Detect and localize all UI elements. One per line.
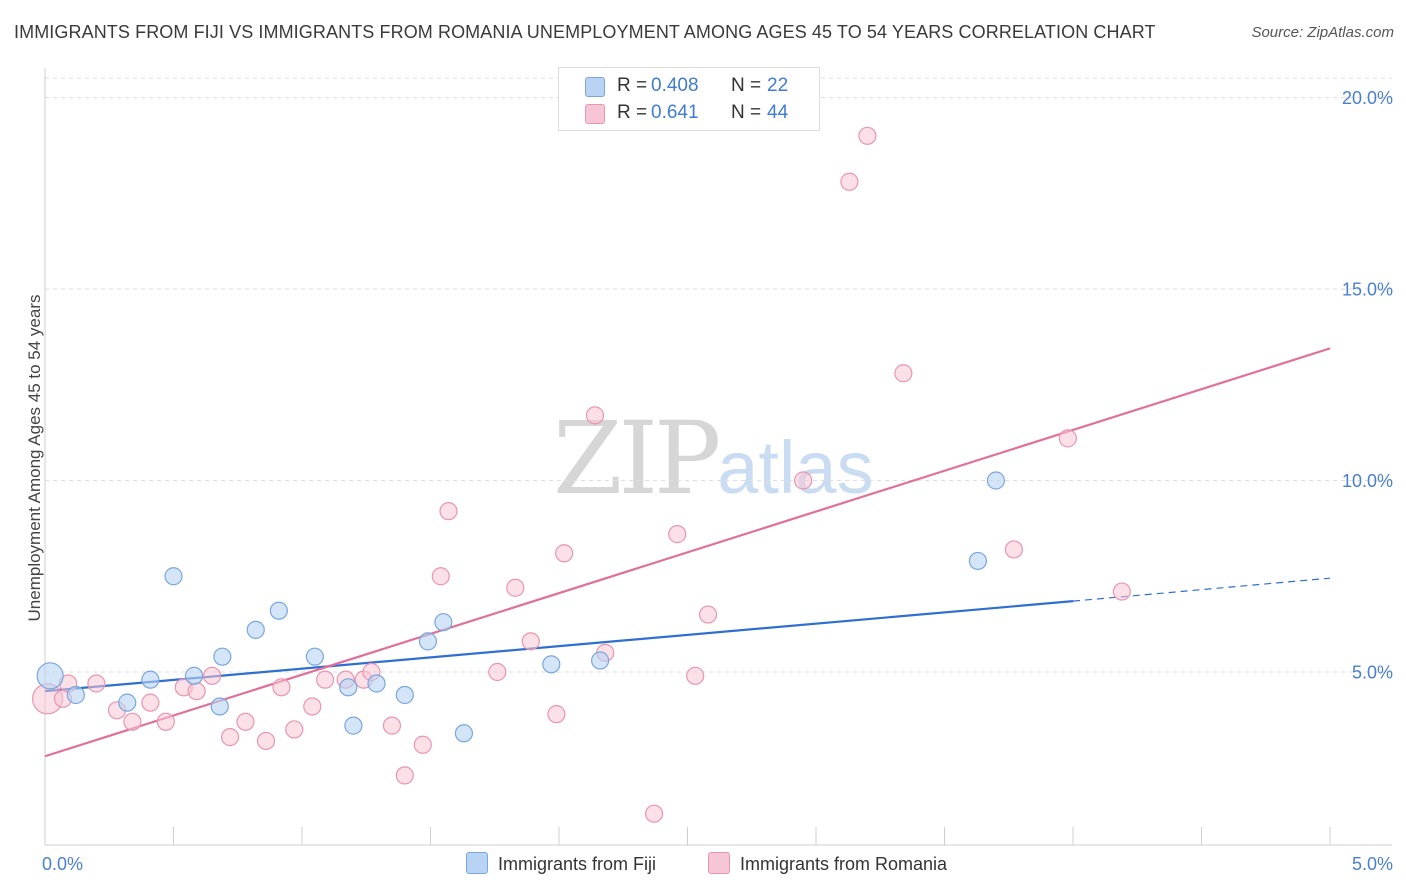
romania-point-43 (1112, 582, 1131, 601)
data-points (31, 126, 1131, 823)
romania-point-15 (285, 720, 304, 739)
fiji-point-16 (434, 613, 453, 632)
romania-swatch (585, 104, 605, 124)
y-tick-label-3: 20.0% (1342, 88, 1393, 108)
romania-point-6 (141, 693, 160, 712)
romania-point-31 (585, 406, 605, 425)
fiji-point-13 (367, 674, 386, 693)
legend-row-romania: R = 0.641 N = 44 (559, 101, 819, 127)
source-credit: Source: ZipAtlas.com (1251, 24, 1394, 41)
romania-point-23 (413, 735, 432, 754)
romania-point-38 (840, 172, 859, 191)
romania-point-30 (555, 544, 574, 563)
romania-point-11 (220, 728, 240, 747)
legend-romania-swatch (708, 852, 730, 874)
fiji-point-1 (66, 685, 85, 705)
legend-row-fiji: R = 0.408 N = 22 (559, 74, 819, 100)
romania-r-label: R = (617, 102, 648, 123)
fiji-point-0 (36, 662, 64, 690)
romania-point-3 (87, 674, 106, 693)
fiji-point-19 (591, 651, 610, 670)
romania-point-22 (395, 766, 414, 785)
romania-point-7 (156, 712, 175, 731)
x-tick-label-1: 5.0% (1352, 854, 1393, 874)
fiji-point-20 (968, 551, 988, 571)
fiji-point-12 (344, 716, 363, 735)
romania-point-17 (316, 670, 335, 689)
romania-point-16 (303, 697, 322, 716)
legend-item-fiji: Immigrants from Fiji (466, 852, 656, 875)
romania-point-9 (187, 682, 206, 701)
fiji-point-10 (305, 647, 324, 666)
fiji-trend-extension (1072, 577, 1331, 602)
fiji-point-2 (118, 693, 137, 712)
romania-point-24 (431, 567, 450, 586)
romania-point-42 (1058, 429, 1077, 448)
legend-fiji-label: Immigrants from Fiji (498, 854, 657, 874)
y-tick-labels: 5.0% 10.0% 15.0% 20.0% (1342, 88, 1393, 683)
fiji-point-6 (210, 697, 229, 716)
grid-lines (45, 77, 1392, 673)
fiji-point-5 (184, 666, 204, 685)
romania-point-39 (858, 126, 877, 145)
y-tick-label-0: 5.0% (1352, 663, 1393, 683)
series-legend: Immigrants from Fiji Immigrants from Rom… (0, 852, 1406, 878)
romania-point-10 (202, 666, 222, 685)
axes (44, 68, 1392, 846)
fiji-n-label: N = (731, 75, 762, 96)
romania-point-33 (644, 804, 664, 823)
romania-point-36 (698, 605, 718, 624)
fiji-r-label: R = (617, 75, 648, 96)
fiji-point-3 (141, 670, 160, 689)
trend-lines (44, 347, 1331, 758)
romania-point-40 (894, 364, 913, 383)
romania-r-value: 0.641 (651, 102, 699, 123)
y-tick-label-2: 15.0% (1342, 280, 1393, 300)
x-tick-label-0: 0.0% (42, 854, 83, 874)
romania-point-12 (236, 712, 255, 731)
chart-title: IMMIGRANTS FROM FIJI VS IMMIGRANTS FROM … (14, 22, 1156, 42)
y-axis-label: Unemployment Among Ages 45 to 54 years (25, 295, 44, 622)
fiji-point-14 (395, 685, 414, 705)
fiji-point-8 (246, 620, 265, 639)
romania-point-13 (256, 731, 276, 751)
romania-point-29 (547, 705, 566, 724)
fiji-point-17 (454, 724, 474, 743)
legend-romania-label: Immigrants from Romania (740, 854, 948, 874)
romania-n-label: N = (731, 102, 762, 123)
fiji-r-value: 0.408 (651, 75, 699, 96)
romania-point-37 (794, 471, 813, 490)
romania-point-25 (439, 502, 458, 521)
romania-point-35 (686, 666, 705, 685)
romania-trend-line (44, 347, 1331, 758)
watermark-atlas: atlas (717, 426, 874, 509)
romania-point-21 (382, 716, 402, 735)
fiji-point-7 (213, 647, 232, 666)
fiji-point-21 (986, 471, 1006, 490)
romania-point-5 (123, 712, 142, 731)
romania-n-value: 44 (767, 102, 789, 123)
fiji-point-18 (542, 655, 561, 674)
fiji-n-value: 22 (767, 75, 789, 96)
romania-point-41 (1004, 540, 1023, 559)
romania-point-26 (488, 662, 507, 682)
fiji-point-4 (164, 567, 183, 586)
romania-point-27 (506, 578, 525, 597)
watermark-zip: ZIP (553, 400, 721, 517)
romania-point-34 (668, 525, 687, 544)
romania-point-28 (521, 632, 540, 651)
watermark: ZIPatlas (553, 400, 874, 517)
legend-fiji-swatch (466, 852, 488, 874)
fiji-point-15 (418, 632, 438, 651)
romania-point-14 (272, 678, 291, 697)
legend-item-romania: Immigrants from Romania (708, 852, 947, 875)
fiji-swatch (585, 77, 605, 97)
y-tick-label-1: 10.0% (1342, 471, 1393, 491)
x-tick-labels: 0.0% 5.0% (42, 854, 1393, 874)
fiji-point-11 (339, 678, 358, 697)
fiji-point-9 (269, 601, 288, 620)
stats-legend: R = 0.408 N = 22 R = 0.641 N = 44 (558, 67, 820, 131)
